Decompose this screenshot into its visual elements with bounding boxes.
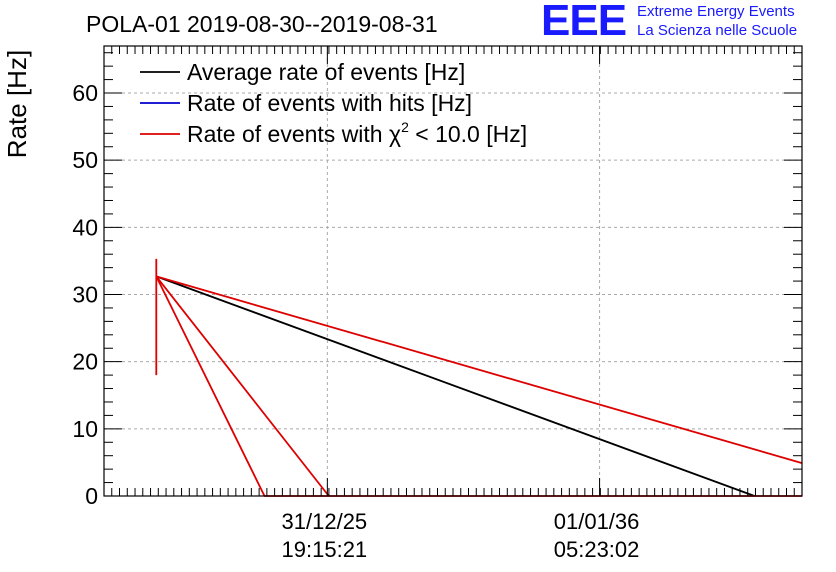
y-tick-label: 50 xyxy=(72,147,98,173)
y-tick-label: 0 xyxy=(85,483,98,509)
series-2-line xyxy=(156,275,803,464)
series-2-line xyxy=(155,276,802,497)
axis-ticks xyxy=(103,46,803,497)
chart-title: POLA-01 2019-08-30--2019-08-31 xyxy=(86,11,438,37)
eee-logo-mark: EEE xyxy=(541,0,627,45)
x-tick-labels: 31/12/25 19:15:21 01/01/36 05:23:02 xyxy=(282,509,640,562)
legend: Average rate of events [Hz] Rate of event… xyxy=(140,59,527,147)
logo-line-1: Extreme Energy Events xyxy=(637,3,795,20)
series-2-line xyxy=(155,275,330,497)
logo-line-2: La Scienza nelle Scuole xyxy=(637,22,798,39)
y-tick-labels: 0 10 20 30 40 50 60 xyxy=(72,80,98,509)
series-0-line xyxy=(155,275,755,497)
legend-label-2: Rate of events with χ2 < 10.0 [Hz] xyxy=(187,119,527,147)
x-tick-label: 01/01/36 xyxy=(554,509,640,534)
legend-label-0: Average rate of events [Hz] xyxy=(187,59,465,85)
y-tick-label: 20 xyxy=(72,349,98,375)
y-tick-label: 40 xyxy=(72,214,98,240)
x-tick-label: 31/12/25 xyxy=(282,509,368,534)
y-tick-label: 60 xyxy=(72,80,98,106)
y-tick-label: 10 xyxy=(72,416,98,442)
y-axis-label: Rate [Hz] xyxy=(2,50,32,158)
legend-label-1: Rate of events with hits [Hz] xyxy=(187,90,472,116)
x-tick-label: 19:15:21 xyxy=(282,537,368,562)
x-tick-label: 05:23:02 xyxy=(554,537,640,562)
y-tick-label: 30 xyxy=(72,282,98,308)
